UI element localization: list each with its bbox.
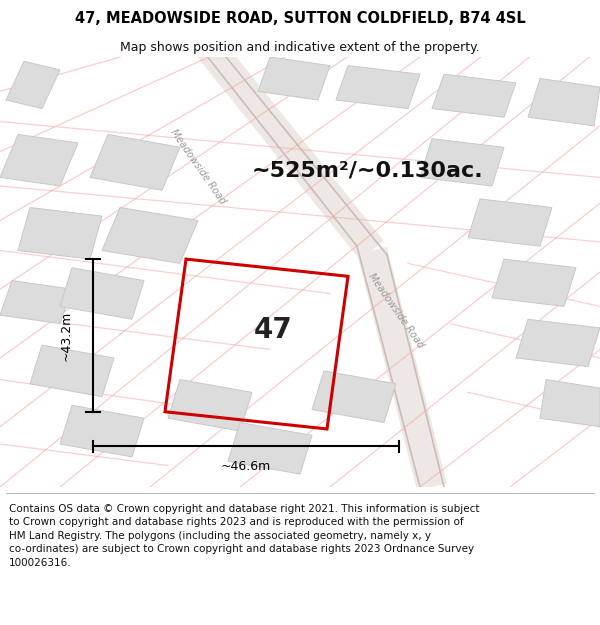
Polygon shape [168, 379, 252, 431]
Polygon shape [0, 134, 78, 186]
Polygon shape [102, 208, 198, 263]
Polygon shape [60, 405, 144, 457]
Polygon shape [420, 139, 504, 186]
Polygon shape [432, 74, 516, 118]
Text: 47: 47 [254, 316, 292, 344]
Polygon shape [6, 61, 60, 109]
Text: Map shows position and indicative extent of the property.: Map shows position and indicative extent… [120, 41, 480, 54]
Text: ~46.6m: ~46.6m [221, 460, 271, 473]
Polygon shape [258, 57, 330, 100]
Text: ~43.2m: ~43.2m [59, 310, 73, 361]
Polygon shape [312, 371, 396, 423]
Text: Meadowside Road: Meadowside Road [169, 127, 227, 206]
Polygon shape [492, 259, 576, 306]
Text: Meadowside Road: Meadowside Road [367, 271, 425, 350]
Polygon shape [228, 422, 312, 474]
Polygon shape [540, 379, 600, 427]
Text: Contains OS data © Crown copyright and database right 2021. This information is : Contains OS data © Crown copyright and d… [9, 504, 479, 568]
Polygon shape [90, 134, 180, 190]
Polygon shape [516, 319, 600, 367]
Polygon shape [30, 345, 114, 397]
Polygon shape [468, 199, 552, 246]
Polygon shape [0, 281, 72, 324]
Text: 47, MEADOWSIDE ROAD, SUTTON COLDFIELD, B74 4SL: 47, MEADOWSIDE ROAD, SUTTON COLDFIELD, B… [74, 11, 526, 26]
Text: ~525m²/~0.130ac.: ~525m²/~0.130ac. [252, 161, 484, 181]
Polygon shape [336, 66, 420, 109]
Polygon shape [60, 268, 144, 319]
Polygon shape [528, 79, 600, 126]
Polygon shape [18, 208, 102, 259]
